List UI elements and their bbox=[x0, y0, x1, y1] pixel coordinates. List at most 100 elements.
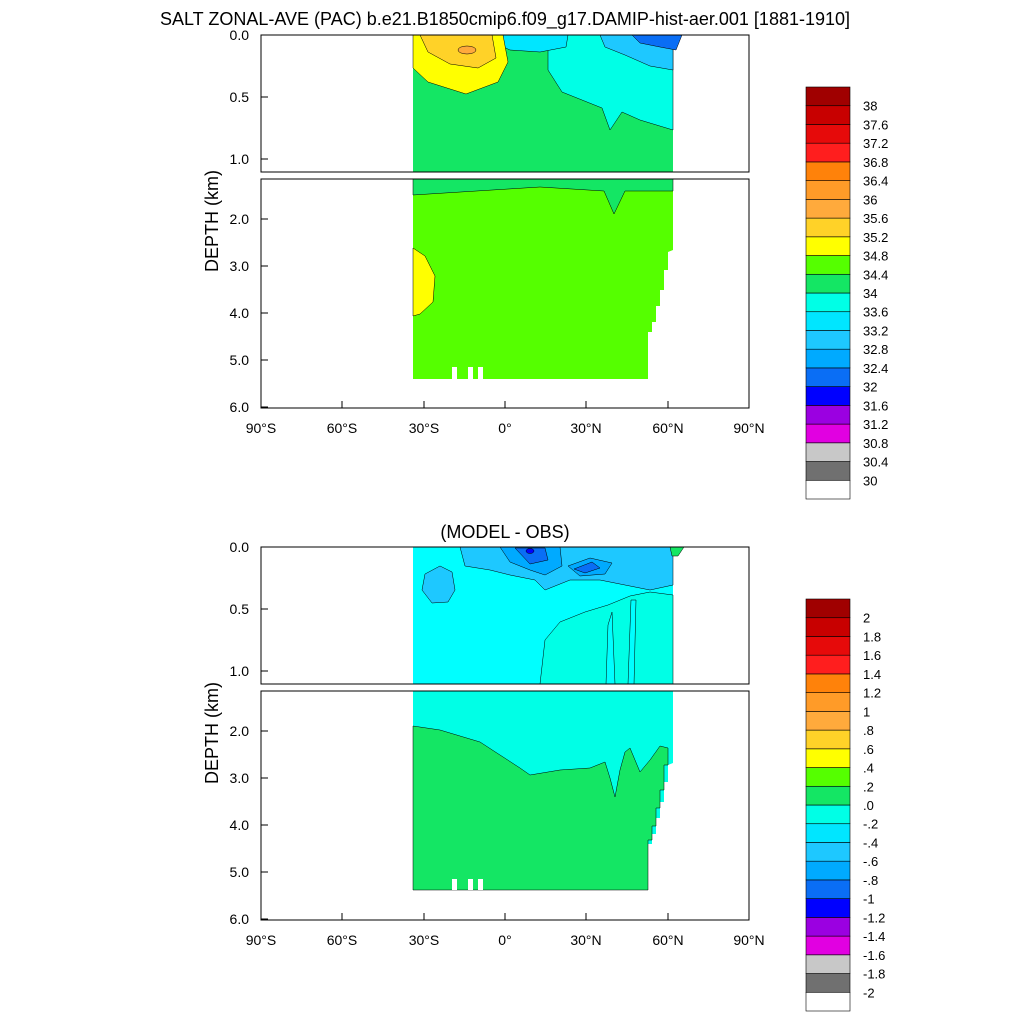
diff-colorbar-swatch-6 bbox=[805, 879, 851, 899]
salt-colorbar: 38 37.6 37.2 36.8 36.4 36 35.6 35.2 34.8 34.4 34 33… bbox=[805, 86, 888, 500]
diff-colorbar-swatch-11 bbox=[805, 785, 851, 806]
salt-ytick-4: 3.0 bbox=[230, 258, 250, 274]
salt-xtick-4: 30°N bbox=[570, 420, 601, 436]
salt-colorbar-label-20: 30 bbox=[863, 473, 877, 488]
diff-colorbar-swatch-15 bbox=[805, 711, 851, 731]
salt-colorbar-label-1: 37.6 bbox=[863, 117, 888, 132]
salt-colorbar-swatch-13 bbox=[805, 236, 851, 256]
salt-lower-field bbox=[412, 178, 674, 379]
diff-colorbar-label-15: -1 bbox=[863, 892, 875, 907]
salt-xtick-2: 30°S bbox=[409, 420, 440, 436]
salt-xtick-5: 60°N bbox=[652, 420, 683, 436]
salt-colorbar-label-4: 36.4 bbox=[863, 174, 888, 189]
diff-colorbar-label-8: .4 bbox=[863, 761, 874, 776]
diff-xtick-0: 90°S bbox=[246, 932, 277, 948]
diff-colorbar: 21.81.61.41.21.8.6.4.2.0-.2-.4-.6-.8-1-1… bbox=[805, 598, 885, 1012]
diff-colorbar-label-9: .2 bbox=[863, 779, 874, 794]
main-title: SALT ZONAL-AVE (PAC) b.e21.B1850cmip6.f0… bbox=[160, 9, 850, 30]
salt-colorbar-swatch-1 bbox=[805, 461, 851, 481]
diff-colorbar-label-19: -1.8 bbox=[863, 967, 885, 982]
diff-colorbar-label-1: 1.8 bbox=[863, 629, 881, 644]
salt-ytick-7: 6.0 bbox=[230, 399, 250, 415]
salt-colorbar-label-10: 34 bbox=[863, 286, 877, 301]
diff-colorbar-swatch-10 bbox=[805, 804, 851, 825]
diff-xtick-2: 30°S bbox=[409, 932, 440, 948]
salt-colorbar-swatch-17 bbox=[805, 161, 851, 181]
salt-colorbar-label-9: 34.4 bbox=[863, 267, 888, 282]
diff-colorbar-swatch-18 bbox=[805, 654, 851, 675]
salt-xtick-3: 0° bbox=[498, 420, 511, 436]
salt-colorbar-swatch-14 bbox=[805, 217, 851, 238]
salt-ytick-5: 4.0 bbox=[230, 305, 250, 321]
diff-ytick-6: 5.0 bbox=[230, 864, 250, 880]
diff-upper-frame bbox=[260, 546, 750, 685]
salt-colorbar-label-15: 32 bbox=[863, 380, 877, 395]
diff-colorbar-label-6: .8 bbox=[863, 723, 874, 738]
salt-ytick-3: 2.0 bbox=[230, 211, 250, 227]
diff-ytick-0: 0.0 bbox=[230, 539, 250, 555]
salt-colorbar-label-19: 30.4 bbox=[863, 455, 888, 470]
salt-colorbar-swatch-11 bbox=[805, 273, 851, 294]
diff-colorbar-label-5: 1 bbox=[863, 704, 870, 719]
salt-colorbar-swatch-7 bbox=[805, 348, 851, 369]
diff-xtick-3: 0° bbox=[498, 932, 511, 948]
diff-colorbar-label-13: -.6 bbox=[863, 854, 878, 869]
salt-ytick-0: 0.0 bbox=[230, 27, 250, 43]
salt-colorbar-label-5: 36 bbox=[863, 192, 877, 207]
diff-colorbar-swatch-9 bbox=[805, 823, 851, 843]
salt-ytick-1: 0.5 bbox=[230, 89, 250, 105]
diff-ytick-3: 2.0 bbox=[230, 723, 250, 739]
diff-xtick-6: 90°N bbox=[733, 932, 764, 948]
salt-colorbar-swatch-4 bbox=[805, 405, 851, 425]
salt-colorbar-label-16: 31.6 bbox=[863, 398, 888, 413]
diff-ytick-7: 6.0 bbox=[230, 911, 250, 927]
salt-colorbar-swatch-9 bbox=[805, 311, 851, 331]
salt-y-ticks bbox=[261, 34, 268, 408]
diff-y-ticks bbox=[261, 546, 268, 920]
diff-ytick-1: 0.5 bbox=[230, 601, 250, 617]
salt-ylabel: DEPTH (km) bbox=[202, 170, 222, 272]
diff-colorbar-swatch-5 bbox=[805, 898, 851, 918]
salt-colorbar-label-6: 35.6 bbox=[863, 211, 888, 226]
diff-colorbar-label-12: -.4 bbox=[863, 835, 878, 850]
diff-colorbar-swatch-21 bbox=[805, 598, 851, 619]
diff-colorbar-swatch-8 bbox=[805, 842, 851, 862]
diff-ylabel: DEPTH (km) bbox=[202, 682, 222, 784]
diff-colorbar-label-20: -2 bbox=[863, 985, 875, 1000]
diff-colorbar-swatch-2 bbox=[805, 954, 851, 974]
salt-colorbar-swatch-10 bbox=[805, 292, 851, 313]
diff-colorbar-label-0: 2 bbox=[863, 611, 870, 626]
diff-colorbar-label-18: -1.6 bbox=[863, 948, 885, 963]
salt-colorbar-label-18: 30.8 bbox=[863, 436, 888, 451]
diff-colorbar-label-14: -.8 bbox=[863, 873, 878, 888]
diff-xtick-1: 60°S bbox=[327, 932, 358, 948]
salt-colorbar-swatch-20 bbox=[805, 105, 851, 125]
salt-xtick-0: 90°S bbox=[246, 420, 277, 436]
diff-upper-field bbox=[413, 546, 685, 685]
diff-colorbar-swatch-13 bbox=[805, 748, 851, 768]
salt-x-ticks bbox=[260, 401, 750, 408]
salt-colorbar-label-11: 33.6 bbox=[863, 305, 888, 320]
salt-colorbar-label-8: 34.8 bbox=[863, 249, 888, 264]
salt-colorbar-swatch-18 bbox=[805, 142, 851, 163]
diff-colorbar-swatch-17 bbox=[805, 673, 851, 693]
diff-xtick-4: 30°N bbox=[570, 932, 601, 948]
diff-colorbar-label-4: 1.2 bbox=[863, 686, 881, 701]
diff-lower-field bbox=[412, 691, 673, 891]
diff-xtick-5: 60°N bbox=[652, 932, 683, 948]
diff-colorbar-label-10: .0 bbox=[863, 798, 874, 813]
diff-colorbar-swatch-16 bbox=[805, 692, 851, 712]
salt-colorbar-swatch-0 bbox=[805, 479, 851, 500]
salt-colorbar-swatch-16 bbox=[805, 180, 851, 200]
diff-colorbar-swatch-20 bbox=[805, 617, 851, 637]
diff-colorbar-label-7: .6 bbox=[863, 742, 874, 757]
salt-colorbar-label-3: 36.8 bbox=[863, 155, 888, 170]
salt-xtick-6: 90°N bbox=[733, 420, 764, 436]
salt-panel: 0.0 0.5 1.0 2.0 3.0 4.0 5.0 6.0 90°S 60°… bbox=[202, 27, 765, 436]
diff-colorbar-label-17: -1.4 bbox=[863, 929, 885, 944]
diff-colorbar-swatch-1 bbox=[805, 973, 851, 993]
diff-colorbar-swatch-7 bbox=[805, 860, 851, 881]
salt-ytick-6: 5.0 bbox=[230, 352, 250, 368]
salt-ytick-2: 1.0 bbox=[230, 151, 250, 167]
